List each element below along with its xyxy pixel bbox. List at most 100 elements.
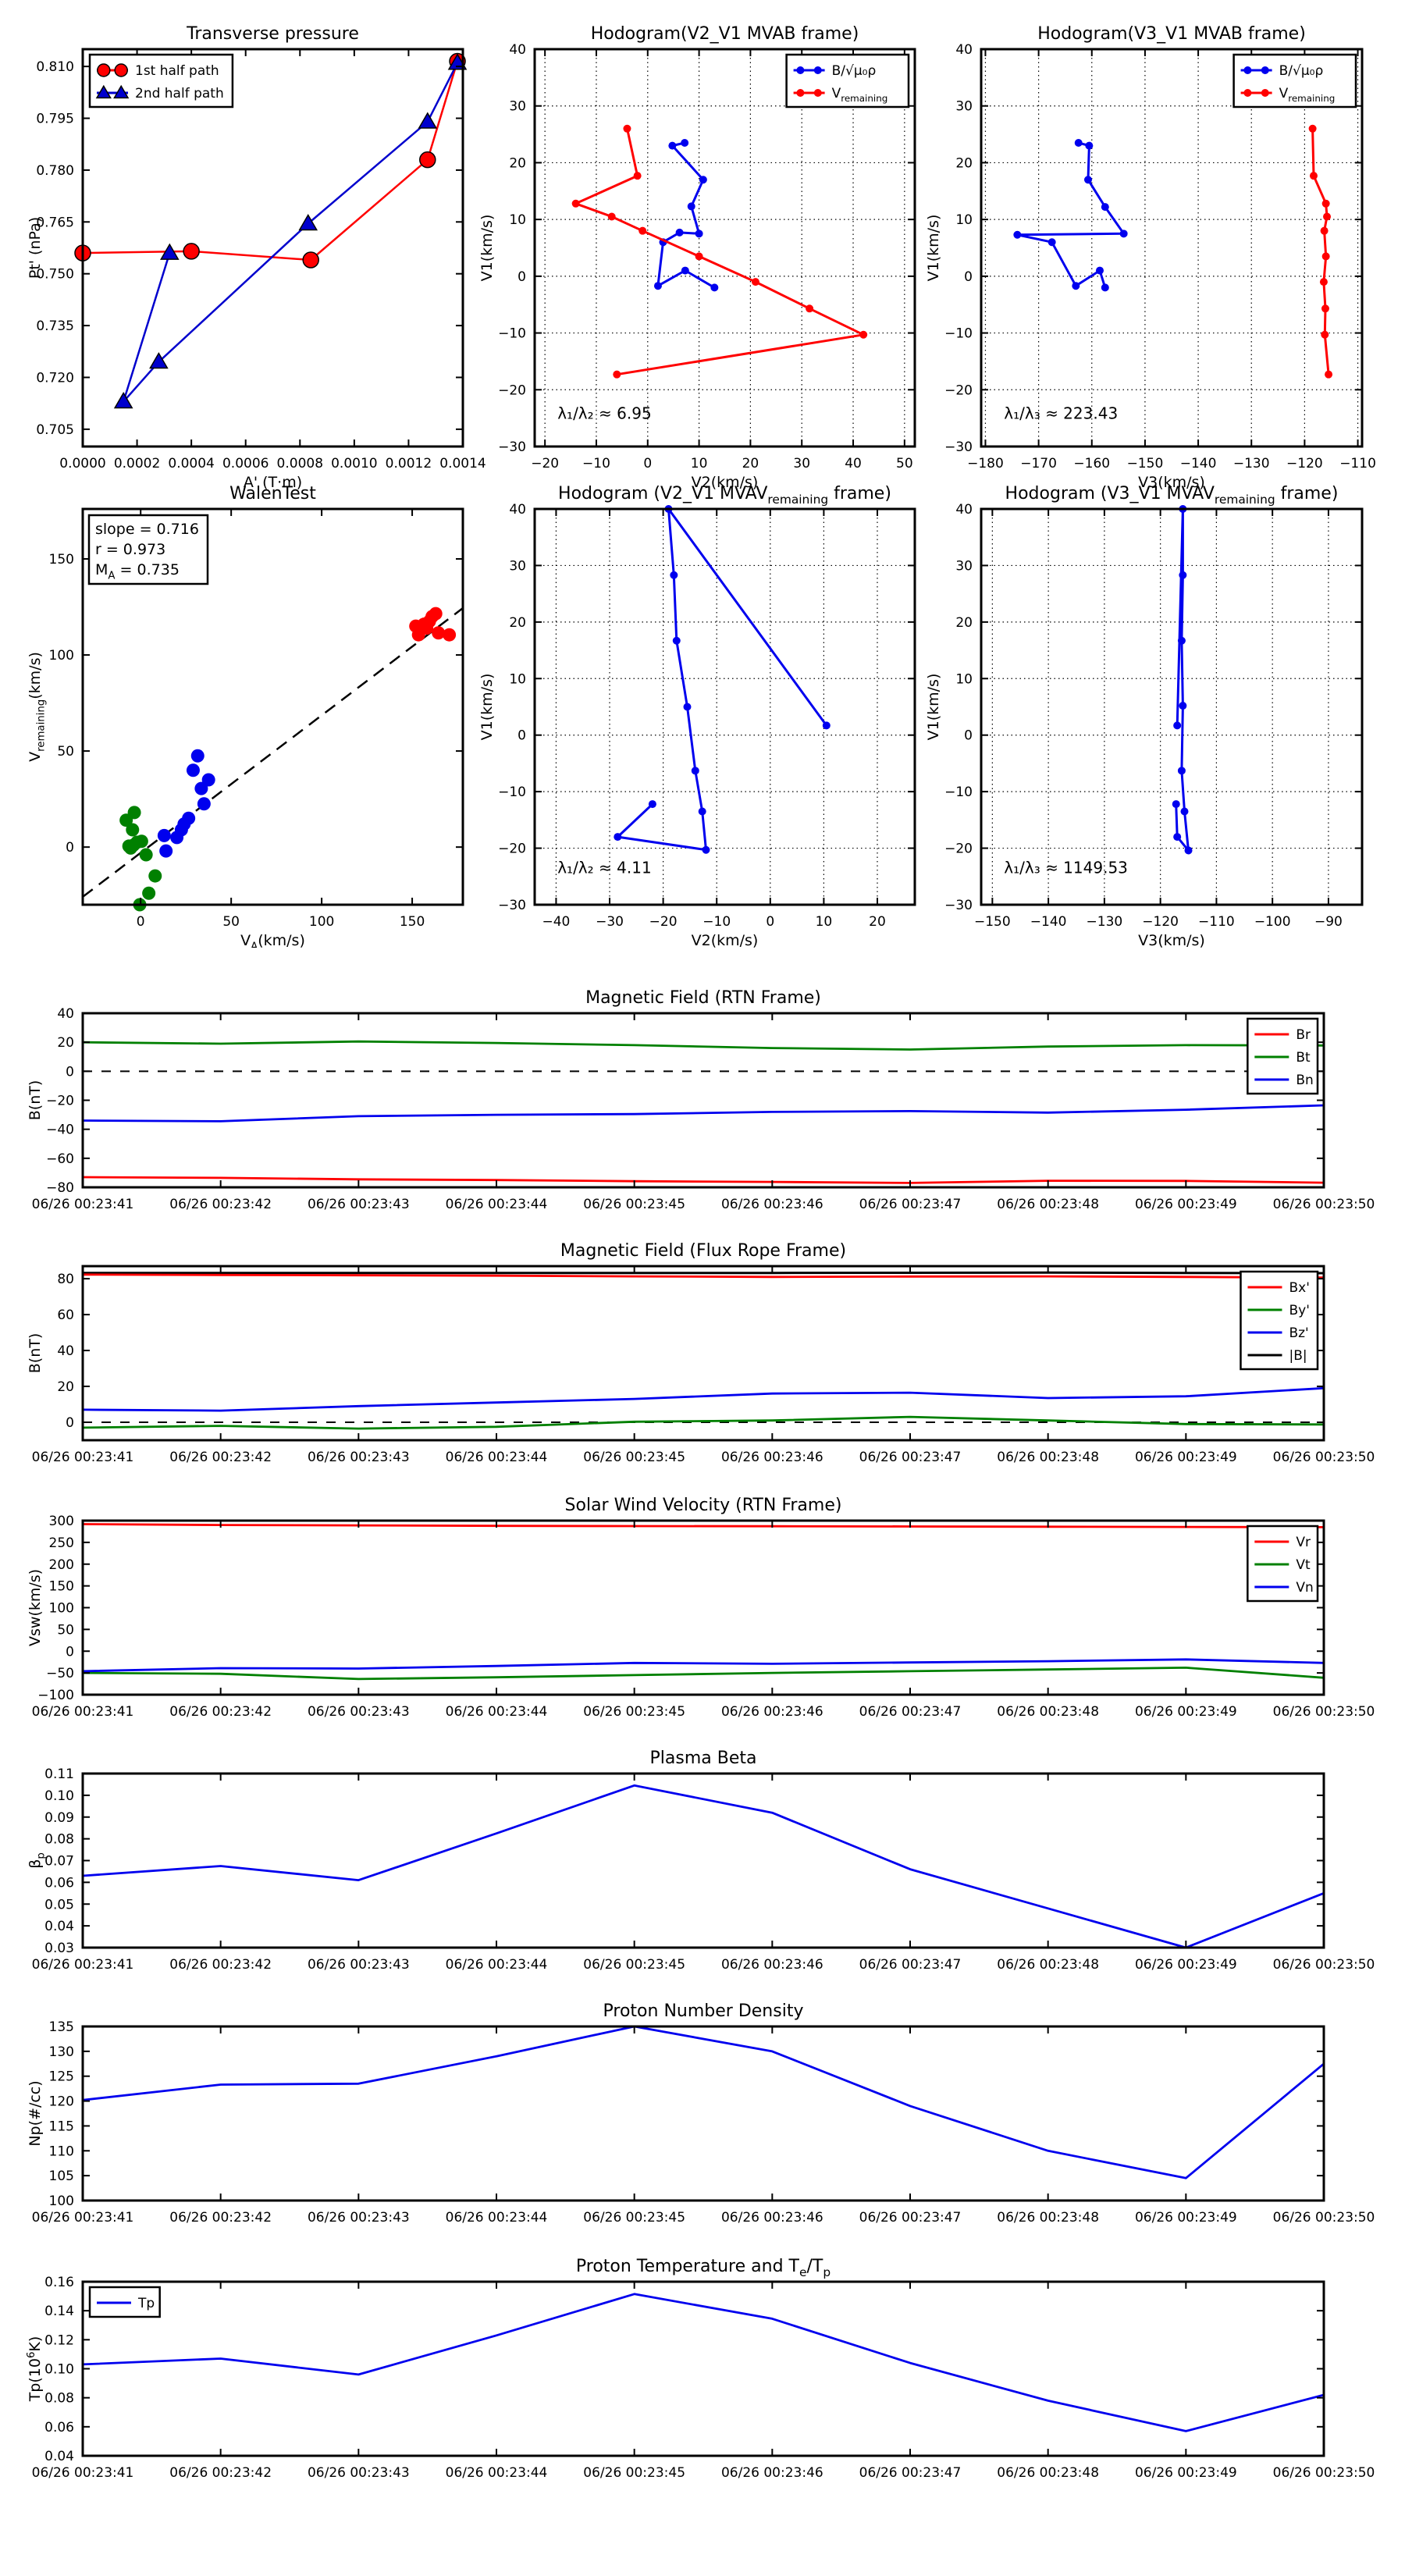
x-axis-label: A' (T·m) [244,474,302,489]
ticks: 0.0000 0.0002 0.0004 0.0006 0.0008 0.0010 0.00… [36,49,486,471]
axes-frame [533,48,916,448]
y-tick-label: 60 [57,1308,74,1323]
x-tick-label: 06/26 00:23:46 [721,1957,823,1973]
x-tick-label: 0.0002 [114,456,160,471]
marker-dot [806,304,814,313]
x-tick-label: 06/26 00:23:41 [32,1704,134,1720]
marker-dot [1325,370,1333,379]
y-tick-label: 0 [518,728,526,744]
x-tick-label: 0.0004 [168,456,214,471]
ticks: 06/26 00:23:41 06/26 00:23:42 06/26 00:23:… [32,1767,1375,1973]
series-line [82,1386,1325,1412]
axes-frame [81,1265,1325,1442]
chart-svg-hod_v2v1_mvav: −40 −30 −20 −10 0 10 20 −30 −20 −10 0 10 20 30 40 Hodog… [478,484,916,949]
series-line [82,2025,1325,2179]
marker-scatter [123,841,137,855]
y-tick-label: 135 [49,2019,74,2035]
marker-scatter [197,797,211,811]
y-tick-label: 100 [49,1601,74,1617]
marker-triangle [160,243,180,260]
legend: Vr Vt Vn [1247,1525,1319,1603]
y-tick-label: 20 [955,615,973,631]
series-outbound points [409,607,457,642]
legend-label: |B| [1289,1348,1307,1364]
marker-dot [796,89,805,97]
y-tick-label: −80 [46,1180,74,1196]
x-tick-label: 06/26 00:23:43 [308,1197,410,1212]
x-tick-label: −110 [1339,456,1376,471]
y-tick-label: −20 [944,841,973,857]
y-tick-label: 20 [509,155,526,171]
x-tick-label: 06/26 00:23:44 [446,2465,548,2481]
series-Vr [82,1523,1325,1528]
series-beta p [82,1784,1325,1949]
series-line [82,1784,1325,1949]
y-tick-label: 10 [955,671,973,687]
series-line [122,62,459,403]
chart-beta: 06/26 00:23:41 06/26 00:23:42 06/26 00:23:… [24,1742,1382,1994]
marker-dot [638,226,647,235]
y-tick-label: 0.780 [36,163,74,179]
marker-dot [695,252,703,261]
chart-title: Hodogram(V3_V1 MVAB frame) [1037,24,1306,44]
y-axis-label: Vsw(km/s) [27,1569,44,1646]
series-line [82,607,464,898]
y-axis-label: V1(km/s) [925,674,942,741]
series-line [82,1273,1325,1279]
x-tick-label: 06/26 00:23:44 [446,1704,548,1720]
marker-dot [633,172,642,180]
x-tick-label: 06/26 00:23:48 [997,2210,1099,2226]
y-tick-label: 0 [66,1644,74,1660]
axes-frame [81,2025,1325,2202]
marker-dot [613,370,621,379]
x-tick-label: 06/26 00:23:49 [1135,2465,1237,2481]
y-tick-label: −10 [944,785,973,800]
x-tick-label: 06/26 00:23:45 [583,2465,685,2481]
chart-title: Hodogram(V2_V1 MVAB frame) [591,24,859,44]
marker-dot [1320,226,1329,235]
series-line [82,1667,1325,1681]
marker-circle [97,63,111,77]
marker-scatter [126,823,140,837]
x-tick-label: −10 [702,914,731,930]
legend-label: Bt [1296,1050,1311,1066]
x-tick-label: 06/26 00:23:43 [308,1450,410,1465]
marker-dot [1321,199,1330,208]
marker-dot [571,199,580,208]
series-Np [82,2025,1325,2179]
annotation: λ₁/λ₂ ≈ 6.95 [557,404,651,422]
marker-dot [1013,230,1022,239]
series-Vn [82,1658,1325,1673]
x-tick-label: 06/26 00:23:45 [583,1957,685,1973]
marker-dot [668,141,677,150]
y-tick-label: 0.04 [44,2449,74,2464]
x-tick-label: 06/26 00:23:50 [1273,1957,1375,1973]
legend: B/√μ₀ρ Vremaining [785,53,910,109]
marker-dot [1173,833,1182,841]
marker-dot [859,330,868,339]
y-tick-label: 0 [66,1415,74,1431]
x-tick-label: 06/26 00:23:41 [32,1957,134,1973]
x-tick-label: −20 [531,456,559,471]
marker-dot [1261,89,1269,97]
ticks: 06/26 00:23:41 06/26 00:23:42 06/26 00:23:… [32,1006,1375,1212]
x-tick-label: −20 [649,914,678,930]
y-tick-label: −50 [46,1666,74,1681]
marker-dot [681,266,689,275]
y-tick-label: 30 [509,99,526,115]
series-middle points [157,749,215,858]
marker-dot [653,282,662,290]
marker-dot [1179,571,1187,579]
x-tick-label: 06/26 00:23:43 [308,2465,410,2481]
y-tick-label: 115 [49,2119,74,2134]
series-V remaining [571,124,868,379]
marker-scatter [429,607,443,621]
chart-walen: 0 50 100 150 0 50 100 150 WalenTest VA(km/s) Vrema… [24,478,521,952]
y-tick-label: 20 [57,1035,74,1051]
series-line [1016,141,1126,288]
x-tick-label: −130 [1087,914,1123,930]
x-tick-label: 06/26 00:23:45 [583,2210,685,2226]
marker-dot [1083,176,1092,184]
legend-label: Vn [1296,1580,1313,1596]
y-axis-label: B(nT) [27,1080,44,1121]
